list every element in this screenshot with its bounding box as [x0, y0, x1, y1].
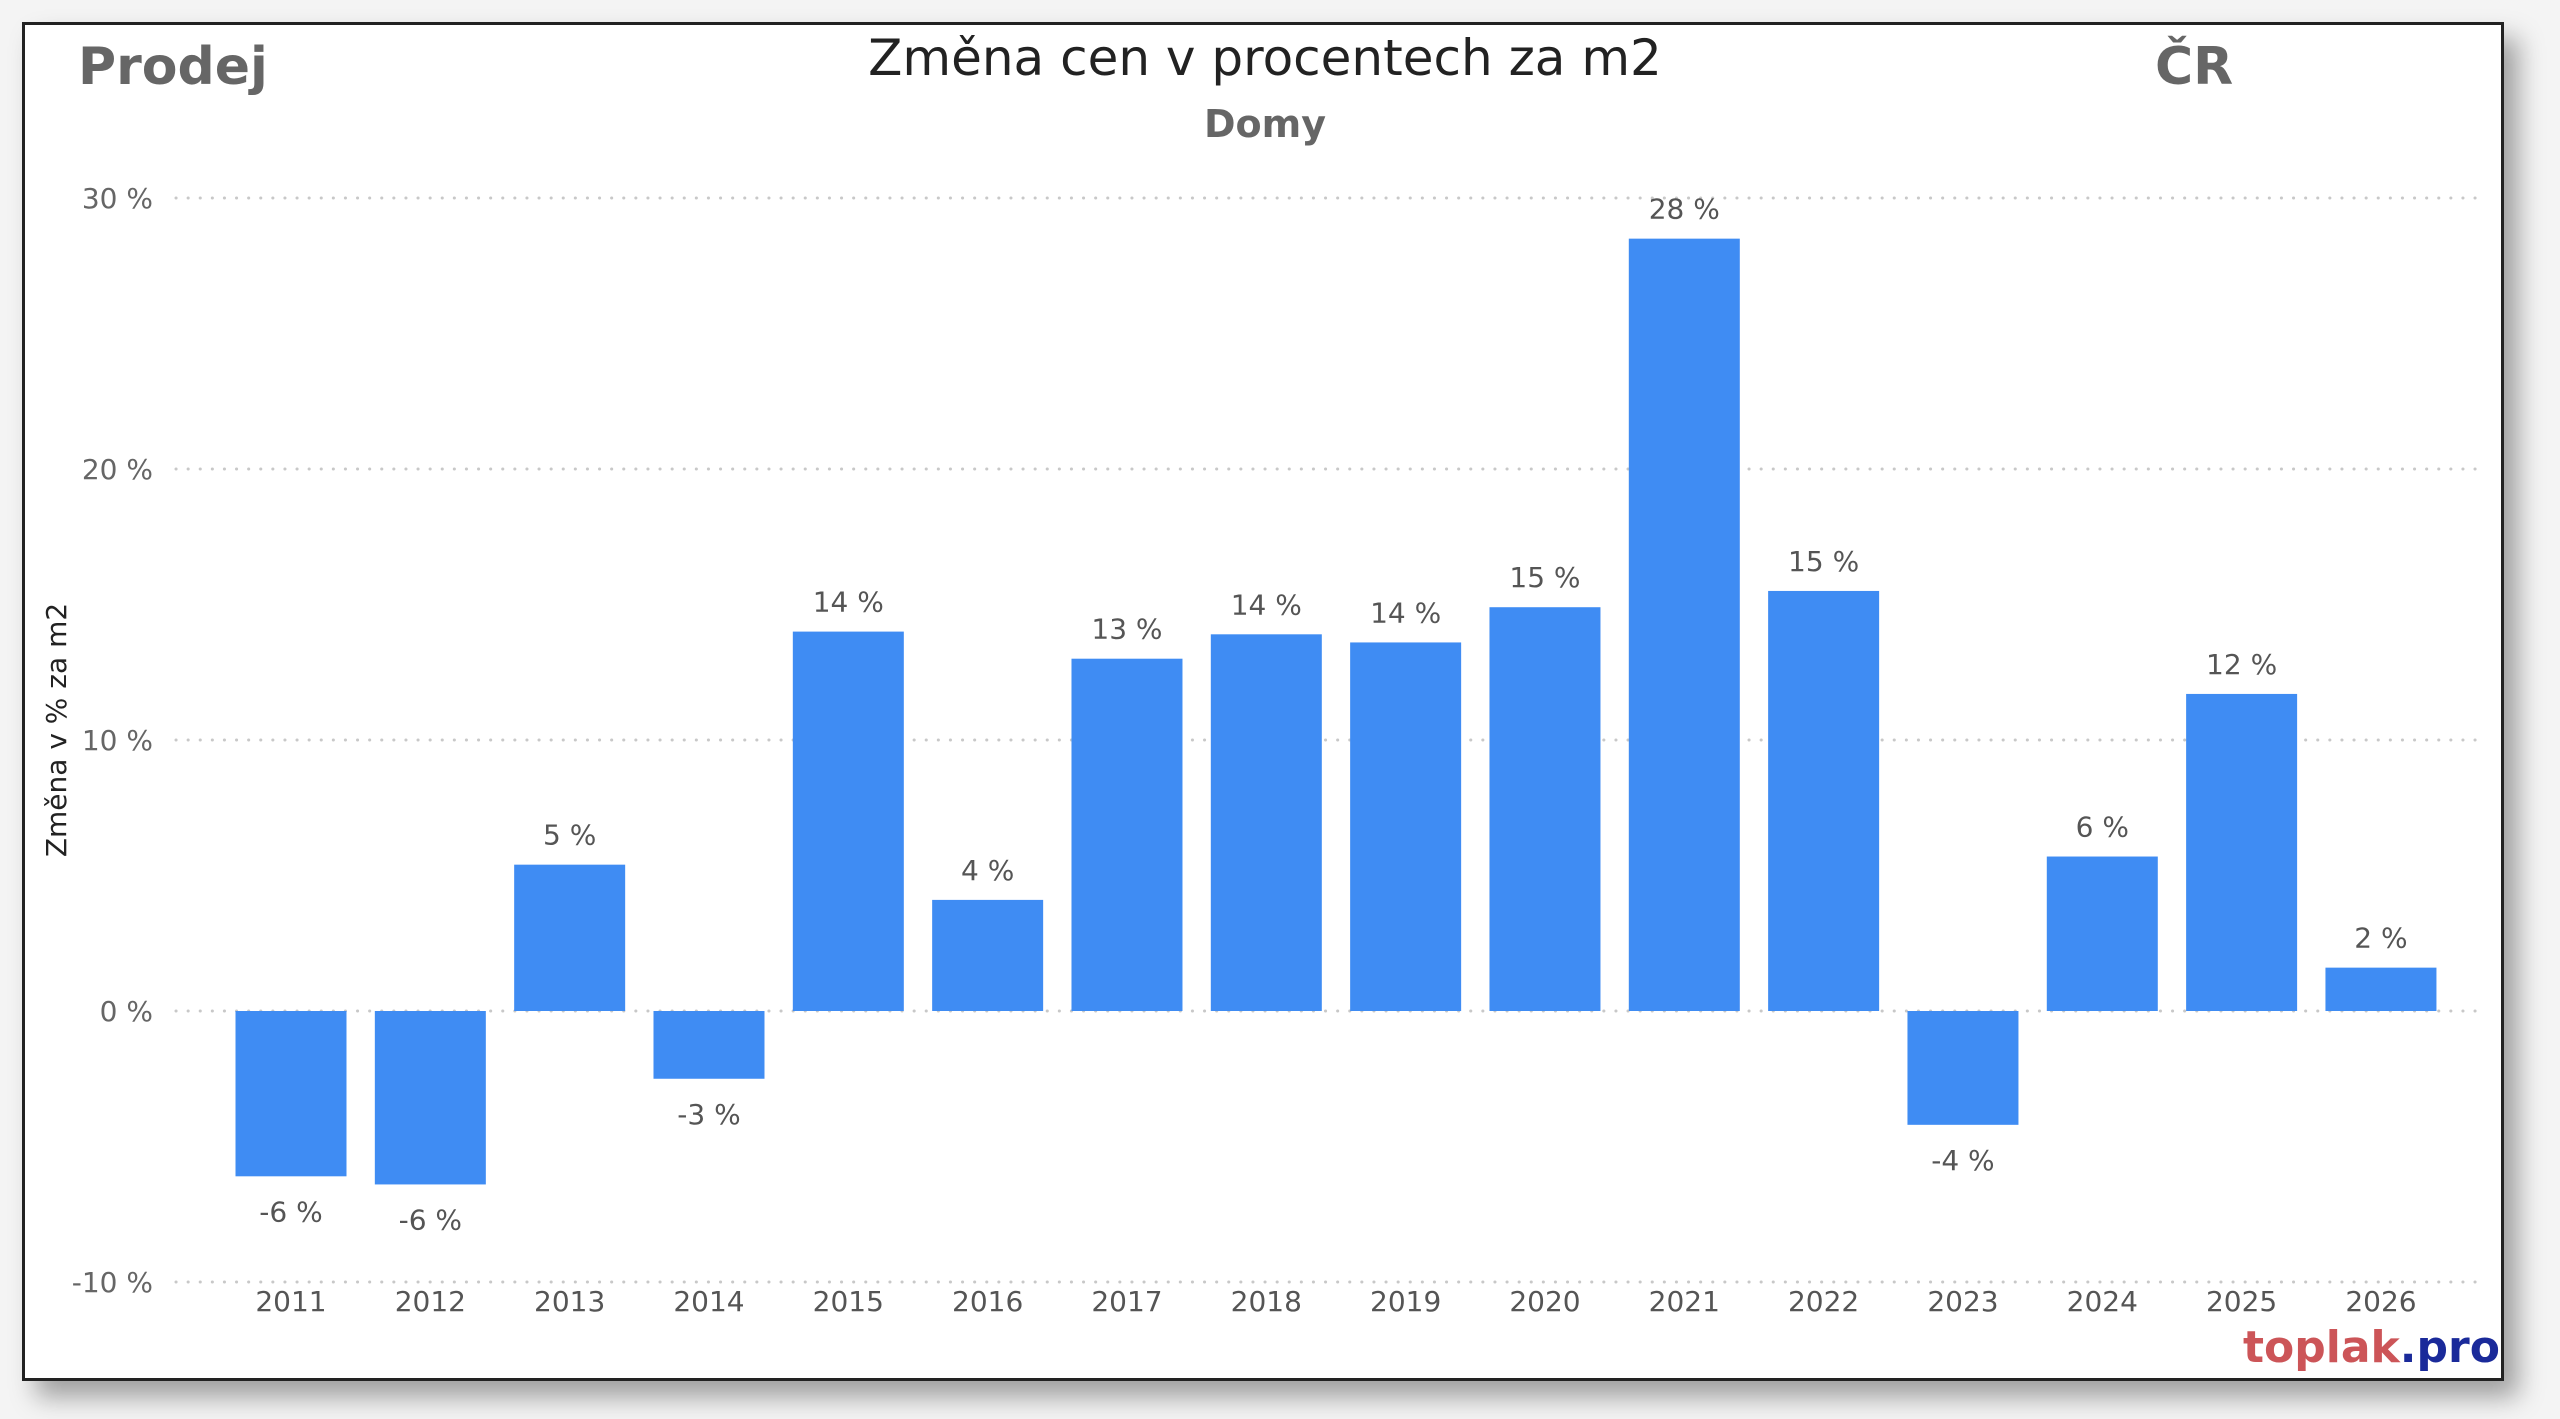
transaction-type-label: Prodej: [78, 37, 268, 97]
bar-2026: [2325, 967, 2437, 1011]
x-tick-label: 2017: [1091, 1285, 1162, 1318]
bar-2022: [1768, 590, 1880, 1011]
y-tick-label: -10 %: [72, 1266, 153, 1299]
bar-2016: [932, 899, 1044, 1011]
bar-2015: [792, 631, 904, 1011]
x-tick-label: 2014: [673, 1285, 744, 1318]
bar-2011: [235, 1011, 347, 1177]
chart-title: Změna cen v procentech za m2: [868, 29, 1662, 87]
x-tick-label: 2020: [1509, 1285, 1580, 1318]
y-tick-label: 20 %: [82, 453, 153, 486]
x-tick-label: 2019: [1370, 1285, 1441, 1318]
data-label: 14 %: [813, 586, 884, 619]
bar-2014: [653, 1011, 765, 1079]
data-label: 15 %: [1509, 561, 1580, 594]
data-label: -6 %: [259, 1195, 322, 1228]
toplak-logo[interactable]: toplak.pro: [2243, 1326, 2500, 1370]
data-label: 12 %: [2206, 648, 2277, 681]
bar-2018: [1210, 634, 1322, 1011]
x-tick-label: 2011: [255, 1285, 326, 1318]
x-tick-label: 2015: [813, 1285, 884, 1318]
data-label: -3 %: [677, 1098, 740, 1131]
region-label: ČR: [2155, 37, 2234, 97]
bar-2017: [1071, 658, 1183, 1011]
data-label: -6 %: [399, 1203, 462, 1236]
bar-2025: [2186, 693, 2298, 1011]
bar-2019: [1350, 642, 1462, 1011]
bar-2023: [1907, 1011, 2019, 1125]
x-tick-label: 2025: [2206, 1285, 2277, 1318]
data-label: 28 %: [1649, 193, 1720, 226]
bar-2020: [1489, 607, 1601, 1011]
x-tick-label: 2024: [2067, 1285, 2138, 1318]
logo-part-1: toplak: [2243, 1322, 2400, 1373]
chart-subtitle: Domy: [1203, 102, 1327, 146]
logo-part-2: .pro: [2399, 1322, 2500, 1373]
data-label: 5 %: [543, 819, 596, 852]
bar-2012: [374, 1011, 486, 1185]
data-label: 13 %: [1091, 613, 1162, 646]
x-tick-label: 2013: [534, 1285, 605, 1318]
data-label: 6 %: [2076, 811, 2129, 844]
data-label: 4 %: [961, 854, 1014, 887]
y-tick-label: 30 %: [82, 182, 153, 215]
x-tick-label: 2012: [395, 1285, 466, 1318]
bar-2013: [514, 864, 626, 1011]
y-tick-label: 0 %: [100, 995, 153, 1028]
data-label: -4 %: [1931, 1144, 1994, 1177]
data-label: 15 %: [1788, 545, 1859, 578]
x-tick-label: 2026: [2345, 1285, 2416, 1318]
x-tick-label: 2023: [1927, 1285, 1998, 1318]
x-tick-label: 2022: [1788, 1285, 1859, 1318]
bar-2024: [2046, 856, 2158, 1011]
x-tick-label: 2018: [1231, 1285, 1302, 1318]
x-tick-label: 2021: [1649, 1285, 1720, 1318]
x-tick-label: 2016: [952, 1285, 1023, 1318]
data-label: 14 %: [1231, 588, 1302, 621]
y-tick-label: 10 %: [82, 724, 153, 757]
y-axis-label: Změna v % za m2: [40, 603, 73, 857]
bar-2021: [1628, 238, 1740, 1011]
data-label: 2 %: [2354, 922, 2407, 955]
data-label: 14 %: [1370, 596, 1441, 629]
